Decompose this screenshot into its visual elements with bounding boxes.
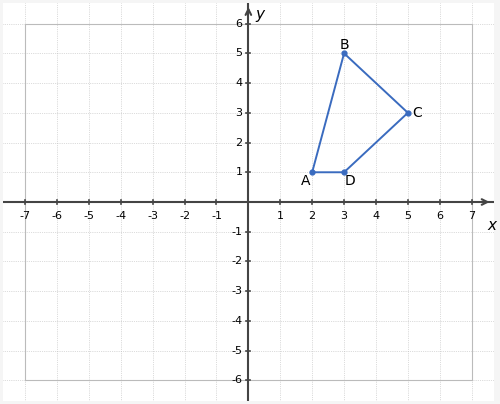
- Text: -1: -1: [232, 227, 242, 237]
- Text: 1: 1: [236, 167, 242, 177]
- Text: 2: 2: [308, 211, 316, 221]
- Text: 3: 3: [340, 211, 347, 221]
- Text: 4: 4: [372, 211, 380, 221]
- Text: 1: 1: [277, 211, 284, 221]
- Text: 7: 7: [468, 211, 475, 221]
- Text: -6: -6: [232, 375, 242, 385]
- Text: 5: 5: [404, 211, 411, 221]
- Text: -4: -4: [232, 316, 242, 326]
- Text: 4: 4: [236, 78, 242, 88]
- Text: 6: 6: [436, 211, 444, 221]
- Text: -2: -2: [232, 257, 242, 267]
- Text: 5: 5: [236, 48, 242, 58]
- Text: D: D: [344, 174, 355, 187]
- Text: -3: -3: [147, 211, 158, 221]
- Text: -4: -4: [115, 211, 126, 221]
- Text: B: B: [340, 38, 349, 52]
- Text: 6: 6: [236, 19, 242, 29]
- Text: -1: -1: [211, 211, 222, 221]
- Text: C: C: [412, 106, 422, 120]
- Text: 2: 2: [236, 137, 242, 147]
- Text: -5: -5: [84, 211, 94, 221]
- Text: x: x: [488, 218, 497, 234]
- Text: y: y: [256, 7, 264, 22]
- Text: -7: -7: [20, 211, 30, 221]
- Text: -3: -3: [232, 286, 242, 296]
- Text: 3: 3: [236, 108, 242, 118]
- Text: -6: -6: [52, 211, 62, 221]
- Text: -2: -2: [179, 211, 190, 221]
- Text: -5: -5: [232, 346, 242, 356]
- Text: A: A: [300, 174, 310, 187]
